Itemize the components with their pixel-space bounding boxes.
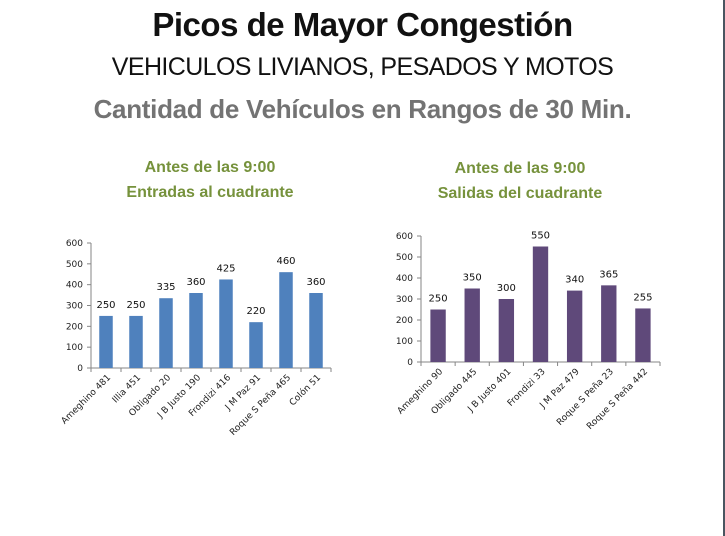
y-tick-label: 100 bbox=[396, 337, 413, 347]
bar bbox=[601, 285, 617, 362]
y-tick-label: 400 bbox=[66, 281, 83, 291]
data-label: 350 bbox=[463, 273, 482, 284]
data-label: 250 bbox=[429, 294, 448, 305]
bar bbox=[99, 315, 113, 368]
y-tick-label: 300 bbox=[66, 302, 83, 312]
left-chart-title-line2: Entradas al cuadrante bbox=[126, 184, 294, 201]
y-tick-label: 600 bbox=[66, 239, 83, 249]
y-tick-label: 200 bbox=[66, 322, 83, 332]
left-chart-title: Antes de las 9:00 Entradas al cuadrante bbox=[70, 155, 350, 205]
y-tick-label: 0 bbox=[407, 358, 413, 368]
x-tick-label: Roque S Peña 442 bbox=[585, 367, 650, 432]
bar bbox=[532, 246, 549, 362]
y-tick-label: 100 bbox=[66, 343, 83, 353]
page-right-border bbox=[723, 0, 725, 536]
y-tick-label: 200 bbox=[396, 316, 413, 326]
bar bbox=[189, 293, 203, 368]
page-title: Picos de Mayor Congestión bbox=[152, 6, 573, 43]
page-subtitle: VEHICULOS LIVIANOS, PESADOS Y MOTOS bbox=[111, 53, 614, 81]
bar bbox=[309, 293, 323, 368]
data-label: 250 bbox=[96, 300, 115, 311]
data-label: 250 bbox=[126, 300, 145, 311]
data-label: 220 bbox=[246, 306, 265, 317]
data-label: 340 bbox=[565, 275, 584, 286]
left-chart-title-line1: Antes de las 9:00 bbox=[144, 159, 276, 176]
data-label: 425 bbox=[216, 263, 235, 274]
y-tick-label: 500 bbox=[66, 260, 83, 270]
y-tick-label: 500 bbox=[396, 253, 413, 263]
bar bbox=[430, 309, 446, 362]
page-subtitle-2: Cantidad de Vehículos en Rangos de 30 Mi… bbox=[93, 94, 632, 124]
y-tick-label: 400 bbox=[396, 274, 413, 284]
data-label: 300 bbox=[497, 283, 516, 294]
bar bbox=[498, 299, 515, 362]
right-chart-title: Antes de las 9:00 Salidas del cuadrante bbox=[380, 156, 660, 206]
y-tick-label: 300 bbox=[396, 295, 413, 305]
y-tick-label: 0 bbox=[77, 364, 83, 374]
bar bbox=[129, 315, 143, 368]
data-label: 550 bbox=[531, 231, 550, 242]
right-chart-title-line2: Salidas del cuadrante bbox=[437, 185, 603, 202]
bar bbox=[159, 298, 173, 368]
data-label: 365 bbox=[599, 269, 618, 280]
bar bbox=[219, 279, 233, 368]
data-label: 255 bbox=[633, 292, 652, 303]
bar bbox=[566, 290, 583, 362]
bar bbox=[635, 308, 651, 362]
data-label: 460 bbox=[276, 256, 295, 267]
y-tick-label: 600 bbox=[396, 232, 413, 242]
bar bbox=[279, 272, 293, 368]
right-chart-title-line1: Antes de las 9:00 bbox=[454, 160, 586, 177]
data-label: 335 bbox=[156, 282, 175, 293]
data-label: 360 bbox=[186, 277, 205, 288]
data-label: 360 bbox=[306, 277, 325, 288]
bar bbox=[464, 288, 480, 362]
bar bbox=[249, 322, 263, 368]
